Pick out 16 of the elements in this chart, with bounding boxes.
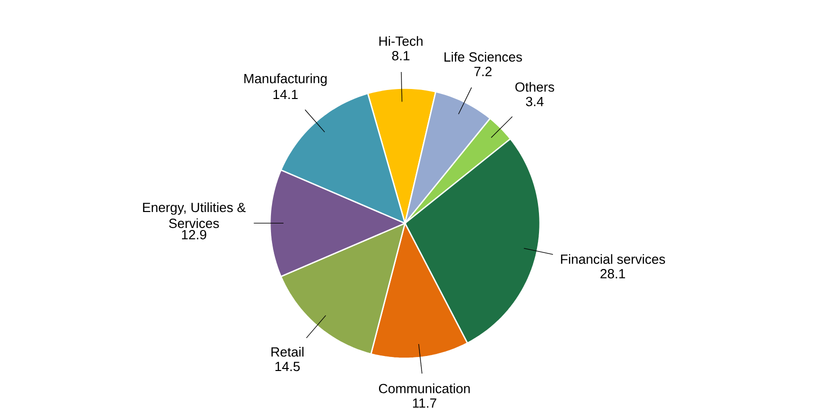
data-label: 8.1 [392, 50, 410, 60]
data-label: 14.1 [273, 90, 298, 99]
data-label: 14.5 [275, 362, 300, 372]
slice-label: Manufacturing [244, 74, 327, 86]
slice-label: Life Sciences [444, 52, 522, 62]
data-label: 3.4 [526, 96, 544, 106]
data-label: 28.1 [600, 269, 626, 278]
slice-label: Energy, Utilities & Services [143, 202, 246, 228]
slice-label: Communication [378, 383, 470, 394]
data-label: 12.9 [182, 230, 206, 240]
data-label: 7.2 [474, 66, 492, 76]
slice-label: Hi-Tech [379, 36, 422, 46]
data-label: 11.7 [413, 398, 436, 408]
slice-label: Retail [271, 346, 304, 357]
slice-label: Others [515, 82, 554, 92]
slice-label: Financial services [561, 254, 666, 264]
